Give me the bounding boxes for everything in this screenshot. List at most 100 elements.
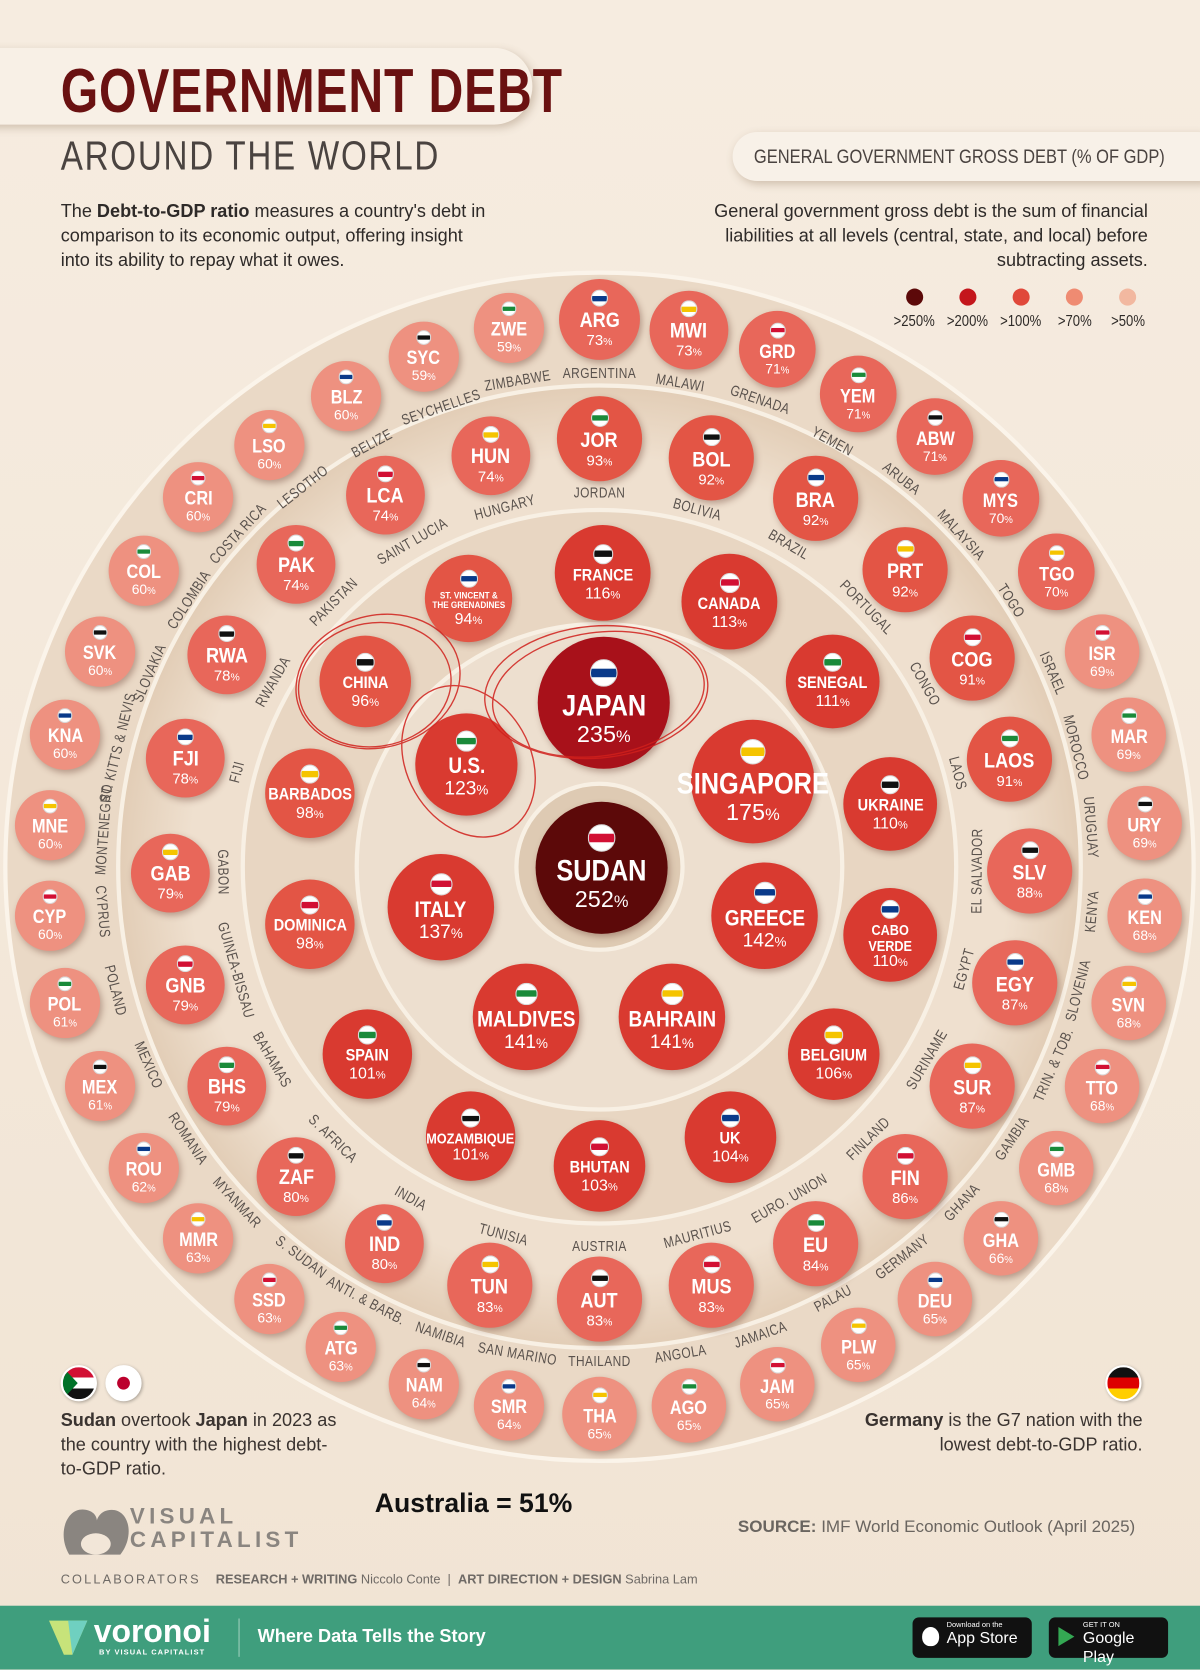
flag-icon bbox=[590, 290, 609, 308]
bubble-label: ZAF bbox=[278, 1166, 314, 1190]
value-number: 60 bbox=[131, 581, 148, 598]
value-number: 74 bbox=[477, 467, 495, 485]
bubble-label: CABO VERDE bbox=[868, 920, 912, 954]
bubble-label: BARBADOS bbox=[268, 786, 352, 805]
country-bubble: MMR 63% bbox=[162, 1203, 234, 1274]
value-number: 69 bbox=[1116, 746, 1133, 762]
play-icon bbox=[1058, 1627, 1075, 1647]
bubble-value: 92% bbox=[698, 470, 725, 488]
country-bubble: TUN 83% bbox=[447, 1242, 533, 1328]
bubble-value: 98% bbox=[295, 934, 324, 954]
country-bubble: SUDAN 252% bbox=[535, 801, 668, 934]
country-bubble: RWA 78% bbox=[187, 615, 267, 695]
flag-icon bbox=[1005, 952, 1024, 971]
bubble-label: JAM bbox=[760, 1375, 795, 1397]
legend-item: >100% bbox=[995, 285, 1048, 331]
bubble-label: SENEGAL bbox=[797, 674, 868, 693]
intro-bold: Debt-to-GDP ratio bbox=[96, 201, 250, 222]
bubble-label: SPAIN bbox=[345, 1046, 389, 1066]
country-bubble: PAK 74% bbox=[256, 524, 336, 604]
bubble-label: ISR bbox=[1088, 642, 1116, 665]
country-bubble: MYS 70% bbox=[962, 459, 1040, 537]
page-title: GOVERNMENT DEBT bbox=[60, 56, 563, 126]
flag-icon bbox=[190, 470, 206, 486]
germany-flag-icon bbox=[1105, 1365, 1142, 1402]
country-bubble: BRA 92% bbox=[773, 455, 859, 541]
voronoi-brand[interactable]: voronoi bbox=[93, 1614, 211, 1650]
page-subtitle: AROUND THE WORLD bbox=[60, 134, 441, 179]
flag-icon bbox=[218, 625, 236, 643]
country-bubble: NAM 64% bbox=[388, 1349, 459, 1420]
country-bubble: ITALY 137% bbox=[387, 853, 495, 961]
value-number: 79 bbox=[157, 885, 175, 903]
country-bubble: BELGIUM 106% bbox=[787, 1008, 880, 1100]
bubble-value: 62% bbox=[131, 1178, 156, 1195]
country-bubble: GREECE 142% bbox=[711, 862, 818, 969]
bubble-label: SSD bbox=[252, 1289, 287, 1312]
legend-swatch bbox=[1065, 288, 1083, 306]
country-bubble: CABO VERDE 110% bbox=[843, 888, 938, 982]
google-play-button[interactable]: GET IT ON Google Play bbox=[1048, 1617, 1169, 1666]
country-bubble: BHS 79% bbox=[187, 1046, 267, 1126]
bubble-label: GMB bbox=[1037, 1159, 1076, 1181]
bubble-value: 69% bbox=[1090, 662, 1115, 679]
legend-swatch bbox=[959, 288, 977, 306]
legend-swatch bbox=[1119, 288, 1137, 306]
value-number: 141 bbox=[649, 1030, 682, 1052]
country-bubble: ROU 62% bbox=[108, 1132, 179, 1204]
value-number: 86 bbox=[892, 1189, 909, 1207]
intro-text: The Debt-to-GDP ratio measures a country… bbox=[61, 199, 487, 272]
bubble-value: 65% bbox=[765, 1395, 790, 1412]
value-number: 87 bbox=[1001, 995, 1019, 1013]
bubble-label: BHUTAN bbox=[569, 1158, 630, 1177]
country-bubble: TGO 70% bbox=[1017, 533, 1095, 611]
country-bubble: SENEGAL 111% bbox=[785, 634, 880, 729]
bubble-value: 71% bbox=[922, 447, 947, 464]
appstore-small: Download on the bbox=[946, 1621, 1003, 1630]
flag-icon bbox=[587, 824, 616, 853]
bubble-value: 91% bbox=[959, 670, 986, 688]
bubble-label: KNA bbox=[47, 725, 83, 747]
bubble-value: 74% bbox=[477, 467, 504, 485]
bubble-label: U.S. bbox=[447, 753, 485, 779]
value-number: 83 bbox=[476, 1297, 494, 1315]
value-number: 78 bbox=[172, 770, 189, 788]
value-number: 60 bbox=[334, 406, 350, 423]
bubble-label: THA bbox=[582, 1405, 617, 1427]
bubble-value: 252% bbox=[574, 885, 629, 913]
bubble-value: 73% bbox=[586, 331, 613, 349]
flag-icon bbox=[589, 659, 618, 688]
ring-country-name: HUNGARY bbox=[472, 490, 537, 524]
flag-icon bbox=[416, 330, 432, 346]
bubble-value: 63% bbox=[186, 1249, 211, 1266]
country-bubble: GAB 79% bbox=[130, 833, 210, 913]
note-post: in 2023 as the country with the highest … bbox=[60, 1409, 337, 1480]
bubble-value: 84% bbox=[802, 1256, 829, 1274]
bubble-value: 101% bbox=[349, 1064, 386, 1083]
ring-country-name: ZIMBABWE bbox=[483, 366, 553, 395]
flag-icon bbox=[461, 1108, 481, 1128]
source-label: SOURCE: bbox=[737, 1518, 817, 1537]
flag-icon bbox=[992, 471, 1009, 488]
flag-icon bbox=[850, 367, 867, 384]
flag-icon bbox=[880, 899, 900, 919]
value-number: 111 bbox=[815, 692, 840, 711]
country-bubble: BHUTAN 103% bbox=[553, 1120, 646, 1212]
legend-swatch bbox=[1012, 288, 1030, 306]
bubble-label: RWA bbox=[205, 644, 248, 669]
voronoi-logo-icon bbox=[48, 1620, 88, 1655]
flag-icon bbox=[429, 872, 453, 895]
country-bubble: MEX 61% bbox=[64, 1050, 136, 1122]
bubble-label: BAHRAIN bbox=[628, 1006, 716, 1032]
bubble-label: JAPAN bbox=[561, 689, 646, 723]
flag-icon bbox=[719, 572, 740, 593]
app-store-button[interactable]: Download on the App Store bbox=[912, 1617, 1032, 1658]
value-number: 68 bbox=[1044, 1179, 1060, 1196]
bubble-value: 103% bbox=[581, 1176, 618, 1195]
value-number: 92 bbox=[892, 582, 909, 600]
apple-icon bbox=[922, 1627, 940, 1647]
note-germany: Germany bbox=[864, 1409, 944, 1431]
value-number: 60 bbox=[186, 508, 202, 525]
bubble-value: 65% bbox=[922, 1310, 947, 1327]
flag-icon bbox=[769, 1357, 786, 1374]
